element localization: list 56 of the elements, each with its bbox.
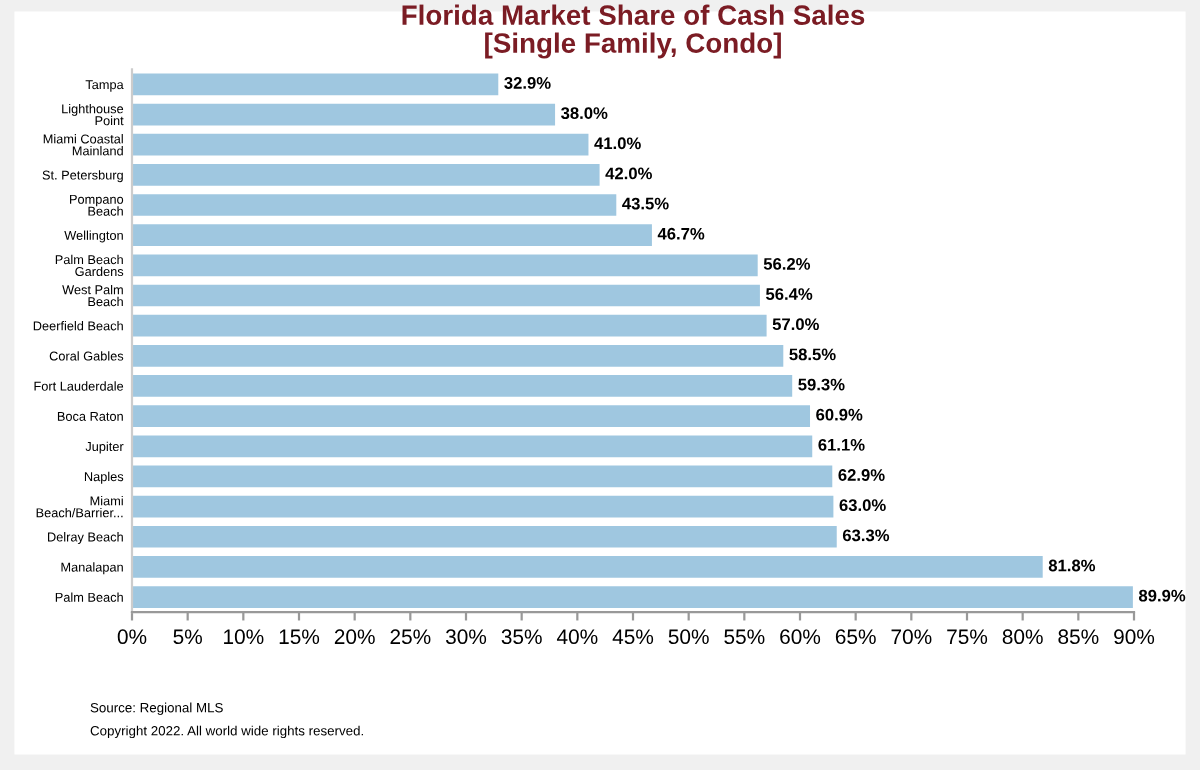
bar [132, 344, 784, 367]
bar [132, 254, 758, 277]
x-tick-label: 40% [556, 629, 598, 645]
x-tick-label: 35% [501, 629, 542, 645]
x-tick-label: 75% [947, 629, 988, 645]
data-label: 42.0% [605, 167, 652, 180]
bar [132, 405, 811, 427]
bar [132, 103, 556, 126]
bar [132, 73, 499, 96]
data-label: 56.2% [763, 258, 811, 270]
bar [132, 314, 767, 337]
data-label: 63.0% [839, 499, 886, 512]
x-tick-label: 45% [612, 629, 654, 645]
data-label: 46.7% [657, 227, 705, 240]
bar [132, 495, 834, 518]
data-label: 57.0% [772, 318, 819, 331]
chart-title: Florida Market Share of Cash Sales [Single Family, Condo] [402, 4, 865, 59]
x-tick-label: 65% [835, 629, 876, 645]
data-label: 62.9% [838, 469, 885, 481]
bar [132, 375, 793, 397]
bar [132, 284, 760, 307]
x-tick-label: 85% [1058, 629, 1099, 645]
bar [132, 586, 1133, 608]
bar [132, 556, 1043, 578]
bar [132, 194, 617, 216]
x-tick-label: 20% [334, 629, 375, 645]
bar [132, 465, 833, 488]
data-label: 41.0% [594, 137, 641, 150]
data-label: 61.1% [818, 438, 865, 451]
x-tick-label: 90% [1114, 629, 1155, 645]
data-label: 60.9% [816, 408, 863, 421]
data-label: 58.5% [789, 348, 836, 361]
bar [132, 435, 813, 458]
x-tick-label: 55% [724, 629, 765, 645]
x-tick-label: 30% [445, 629, 487, 645]
x-tick-label: 15% [279, 629, 320, 645]
x-tick-label: 60% [780, 629, 821, 645]
bar [132, 224, 652, 247]
x-tick-label: 5% [173, 629, 202, 645]
x-tick-label: 80% [1002, 629, 1043, 645]
data-label: 89.9% [1138, 589, 1186, 602]
data-label: 81.8% [1048, 559, 1096, 572]
x-tick-label: 10% [224, 629, 264, 645]
x-tick-label: 0% [117, 629, 147, 645]
x-tick-label: 50% [668, 629, 709, 645]
bar [132, 164, 600, 186]
data-label: 63.3% [842, 529, 890, 542]
data-label: 38.0% [561, 107, 608, 120]
data-label: 59.3% [798, 378, 845, 391]
bar [132, 133, 589, 156]
data-label: 56.4% [765, 288, 813, 300]
data-label: 32.9% [504, 77, 551, 89]
data-label: 43.5% [622, 197, 669, 210]
bar [132, 525, 837, 548]
x-tick-label: 25% [390, 629, 431, 645]
x-tick-label: 70% [891, 629, 932, 645]
